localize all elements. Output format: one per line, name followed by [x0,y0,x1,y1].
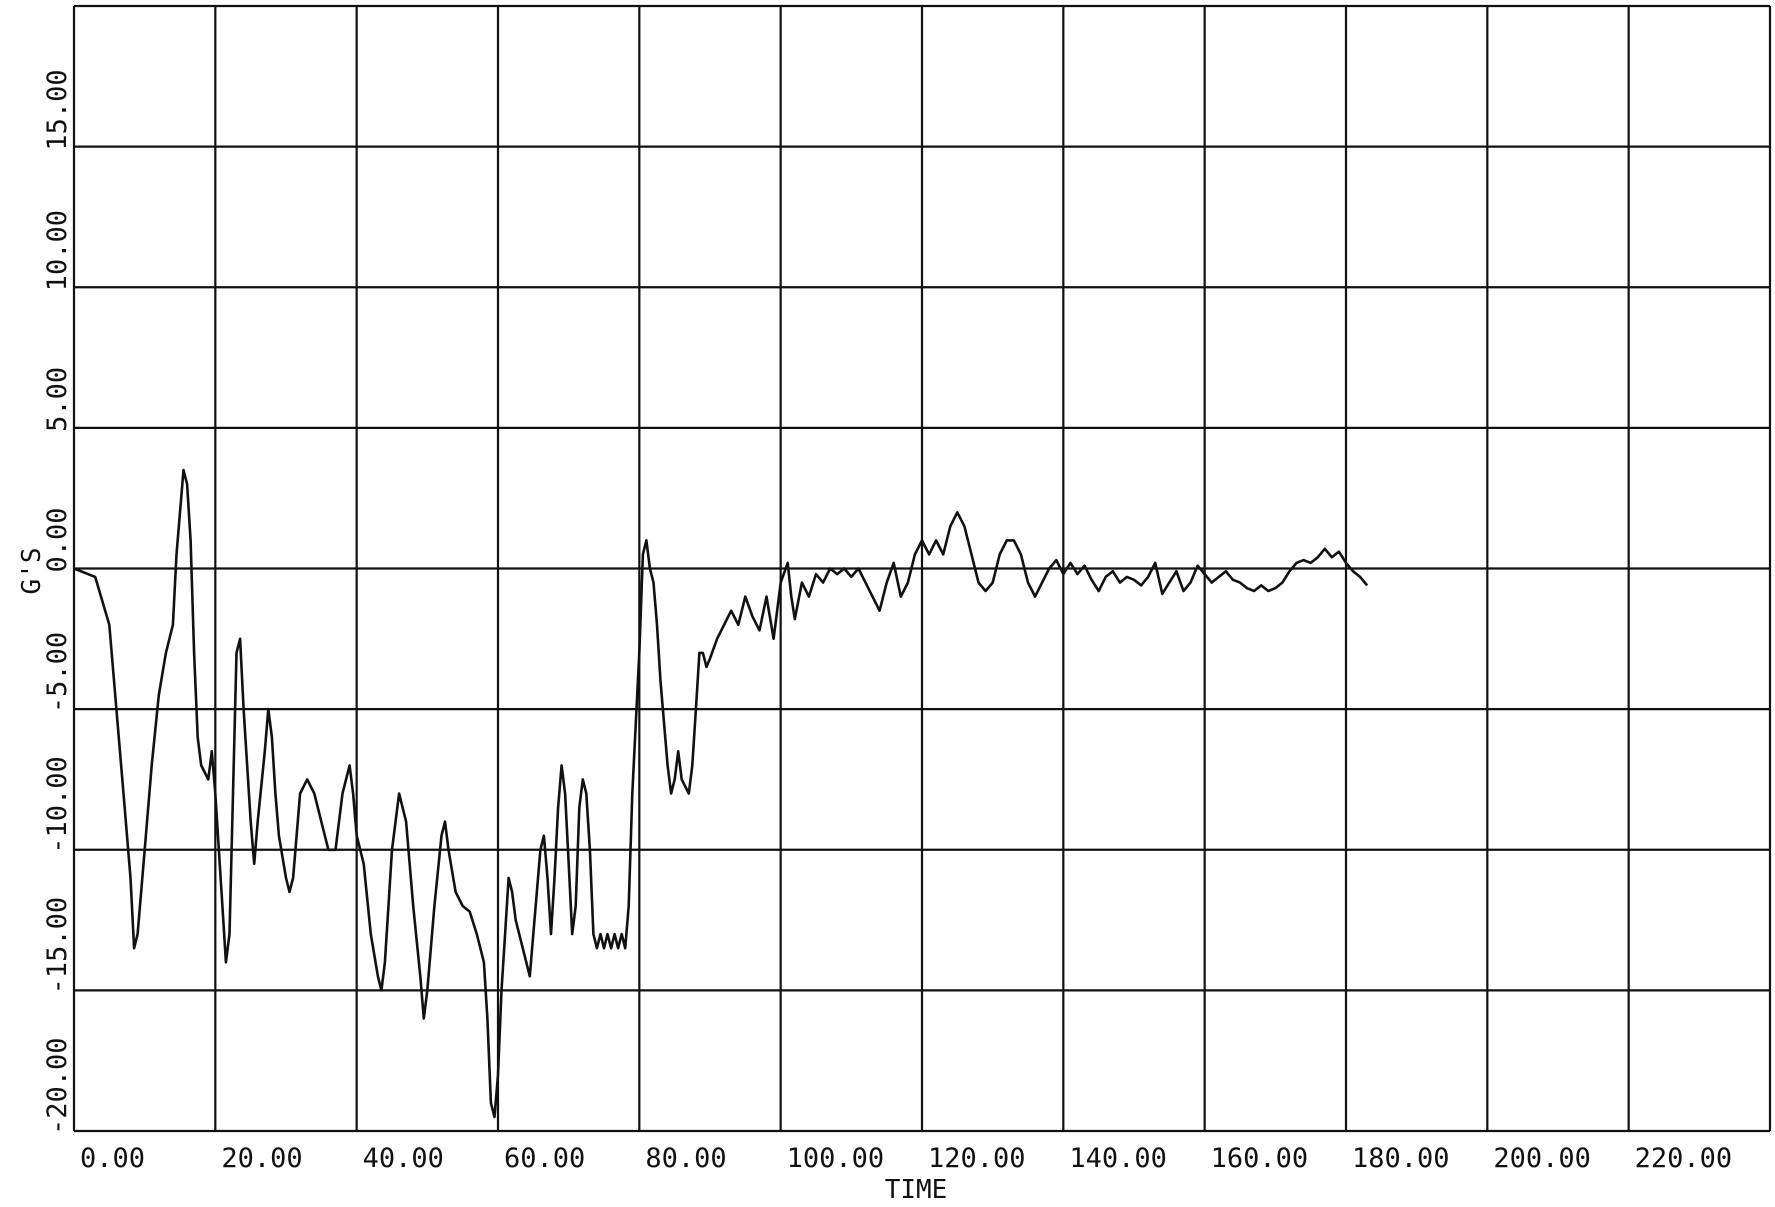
y-axis-title: G'S [17,548,47,595]
x-tick-label: 0.00 [80,1143,145,1174]
x-tick-label: 80.00 [645,1143,726,1174]
y-tick-label: 0.00 [42,507,73,572]
y-tick-label: 10.00 [42,210,73,291]
x-tick-label: 100.00 [787,1143,885,1174]
y-tick-label: -5.00 [42,632,73,713]
x-tick-label: 140.00 [1069,1143,1167,1174]
x-tick-label: 20.00 [221,1143,302,1174]
plot-grid [72,4,1772,1133]
x-axis-title: TIME [885,1175,948,1205]
x-tick-label: 180.00 [1352,1143,1450,1174]
y-tick-label: -15.00 [42,897,73,995]
x-tick-label: 220.00 [1635,1143,1733,1174]
x-tick-label: 200.00 [1493,1143,1591,1174]
x-tick-label: 160.00 [1211,1143,1309,1174]
x-axis-tick-labels: 0.00 20.00 40.00 60.00 80.00 100.00 120.00 140.… [80,1143,1733,1174]
y-tick-label: 5.00 [42,367,73,432]
x-tick-label: 120.00 [928,1143,1026,1174]
series-line [73,468,1369,1119]
x-tick-label: 60.00 [504,1143,585,1174]
x-tick-label: 40.00 [363,1143,444,1174]
y-tick-label: -10.00 [42,756,73,854]
y-tick-label: -20.00 [42,1037,73,1135]
y-tick-label: 15.00 [42,69,73,150]
y-axis-tick-labels: -20.00 -15.00 -10.00 -5.00 0.00 5.00 10.00 15.0… [42,69,73,1135]
